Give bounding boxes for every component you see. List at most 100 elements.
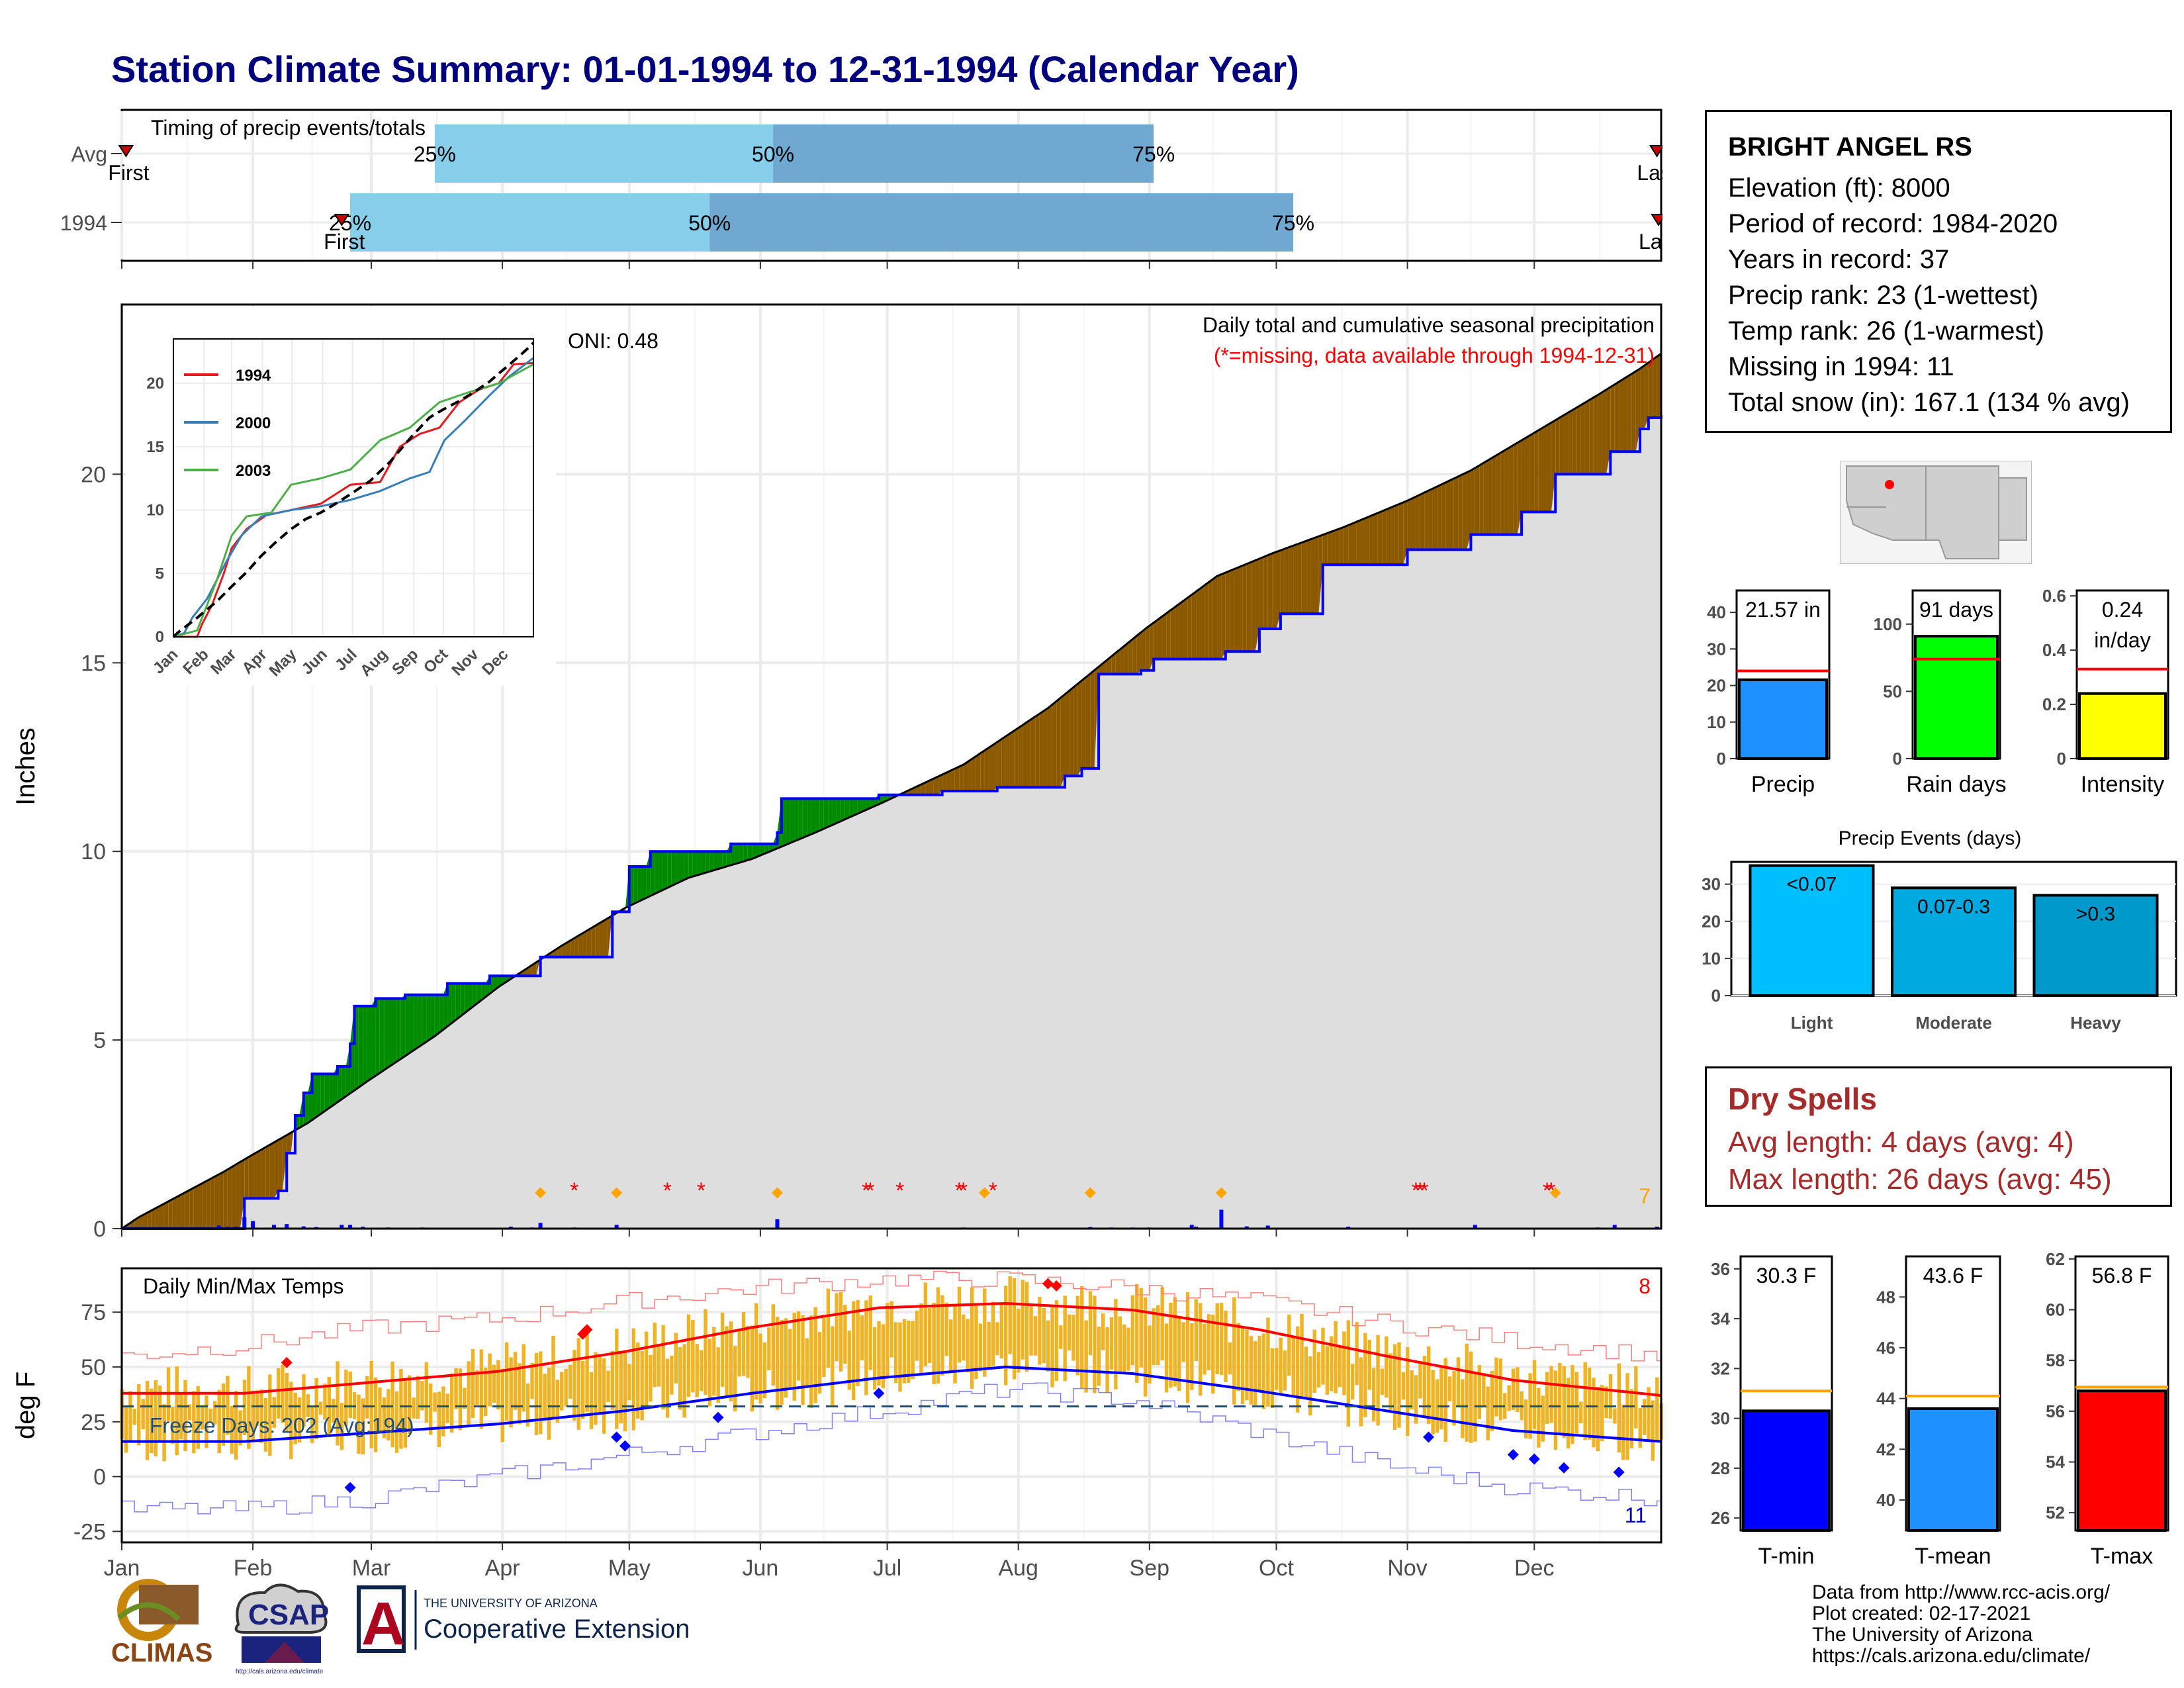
- daily-temp-range-bar: [1004, 1286, 1008, 1385]
- deficit-segment: [1297, 542, 1302, 614]
- daily-temp-range-bar: [817, 1332, 822, 1394]
- daily-temp-range-bar: [1456, 1357, 1461, 1406]
- daily-precip-bar: [1473, 1225, 1477, 1229]
- daily-temp-range-bar: [492, 1364, 496, 1403]
- daily-temp-range-bar: [1185, 1291, 1190, 1403]
- deficit-segment: [1420, 492, 1425, 550]
- last-event-marker: [1649, 145, 1665, 158]
- daily-temp-range-bar: [268, 1374, 272, 1456]
- daily-temp-range-bar: [1215, 1303, 1219, 1375]
- daily-temp-range-bar: [610, 1350, 615, 1410]
- deficit-segment: [177, 1194, 181, 1229]
- y-tick-label: 42: [1876, 1439, 1895, 1459]
- deficit-segment: [202, 1181, 206, 1229]
- deficit-segment: [1352, 522, 1357, 565]
- daily-temp-range-bar: [1330, 1336, 1334, 1391]
- daily-temp-range-bar: [1063, 1295, 1067, 1382]
- surplus-segment: [713, 851, 719, 870]
- snow-marker: [771, 1187, 783, 1199]
- daily-temp-range-bar: [124, 1407, 128, 1453]
- daily-precip-bar: [348, 1225, 353, 1229]
- deficit-segment: [1424, 491, 1429, 550]
- deficit-segment: [1023, 722, 1027, 788]
- daily-temp-range-bar: [1122, 1324, 1126, 1374]
- timing-quantile-label: 50%: [752, 142, 794, 166]
- last-event-marker: [1651, 214, 1666, 226]
- daily-temp-range-bar: [1410, 1370, 1414, 1410]
- daily-temp-range-bar: [1579, 1401, 1583, 1424]
- daily-temp-range-bar: [1300, 1313, 1304, 1397]
- surplus-segment: [697, 851, 702, 876]
- deficit-segment: [984, 747, 989, 792]
- daily-temp-range-bar: [1422, 1356, 1427, 1417]
- daily-temp-range-bar: [1312, 1329, 1316, 1393]
- daily-temp-range-bar: [953, 1304, 957, 1383]
- deficit-segment: [1572, 407, 1577, 475]
- daily-temp-range-bar: [1363, 1333, 1367, 1417]
- deficit-segment: [1289, 545, 1294, 614]
- deficit-segment: [1445, 480, 1450, 550]
- daily-temp-range-bar: [390, 1362, 394, 1448]
- deficit-segment: [1090, 670, 1095, 769]
- surplus-segment: [477, 983, 482, 1004]
- event-bar-label: >0.3: [2076, 904, 2115, 925]
- deficit-segment: [1500, 450, 1505, 535]
- station-years: Years in record: 37: [1728, 245, 1950, 274]
- first-event-marker: [118, 145, 134, 158]
- surplus-segment: [752, 843, 756, 859]
- daily-temp-range-bar: [822, 1315, 826, 1378]
- y-tick-label: 56: [2046, 1401, 2065, 1421]
- daily-temp-range-bar: [1600, 1385, 1604, 1441]
- daily-temp-range-bar: [886, 1303, 889, 1376]
- deficit-segment: [933, 776, 938, 795]
- daily-temp-range-bar: [513, 1352, 518, 1410]
- y-tick-label: 10: [1707, 712, 1726, 732]
- deficit-segment: [1230, 569, 1234, 652]
- value-bar: [1914, 635, 1999, 760]
- deficit-segment: [1492, 455, 1496, 535]
- daily-temp-range-bar: [889, 1301, 893, 1358]
- daily-temp-range-bar: [1435, 1379, 1439, 1433]
- deficit-segment: [1513, 442, 1518, 535]
- surplus-segment: [701, 851, 705, 874]
- daily-temp-range-bar: [585, 1333, 589, 1412]
- daily-precip-bar: [1189, 1225, 1194, 1229]
- deficit-segment: [1120, 646, 1124, 675]
- daily-temps-chart: -25 0 25 50 75 deg F Daily Min/Max Temps Freeze…: [11, 1267, 1663, 1581]
- deficit-segment: [1060, 694, 1065, 788]
- deficit-segment: [1212, 576, 1218, 659]
- daily-temp-range-bar: [1634, 1366, 1638, 1429]
- deficit-segment: [1327, 532, 1332, 565]
- deficit-segment: [1234, 567, 1238, 652]
- deficit-segment: [1141, 629, 1146, 671]
- deficit-segment: [1225, 571, 1230, 652]
- daily-temp-range-bar: [1164, 1323, 1169, 1393]
- inset-y-tick-label: 10: [146, 502, 164, 520]
- daily-temp-range-bar: [619, 1352, 623, 1424]
- y-tick-label: 50: [81, 1355, 106, 1380]
- daily-temp-range-bar: [1638, 1407, 1642, 1448]
- daily-temp-range-bar: [851, 1301, 856, 1401]
- deficit-segment: [253, 1152, 257, 1199]
- daily-temp-range-bar: [530, 1362, 534, 1399]
- daily-temp-range-bar: [801, 1315, 805, 1405]
- inset-y-tick-label: 20: [146, 375, 164, 393]
- deficit-segment: [1584, 400, 1590, 475]
- surplus-segment: [667, 851, 672, 888]
- surplus-segment: [823, 798, 829, 829]
- daily-temp-range-bar: [454, 1368, 458, 1409]
- deficit-segment: [1331, 530, 1336, 565]
- daily-temp-range-bar: [1604, 1386, 1608, 1419]
- deficit-segment: [1204, 582, 1209, 659]
- deficit-segment: [1064, 690, 1069, 776]
- daily-temp-range-bar: [602, 1358, 606, 1434]
- daily-temp-range-bar: [983, 1288, 987, 1377]
- surplus-segment: [807, 798, 811, 837]
- first-event-label: First: [108, 161, 149, 185]
- daily-temp-range-bar: [661, 1325, 665, 1410]
- surplus-segment: [764, 843, 769, 854]
- daily-temp-range-bar: [999, 1302, 1004, 1359]
- station-snow: Total snow (in): 167.1 (134 % avg): [1728, 388, 2130, 417]
- station-missing: Missing in 1994: 11: [1728, 352, 1954, 381]
